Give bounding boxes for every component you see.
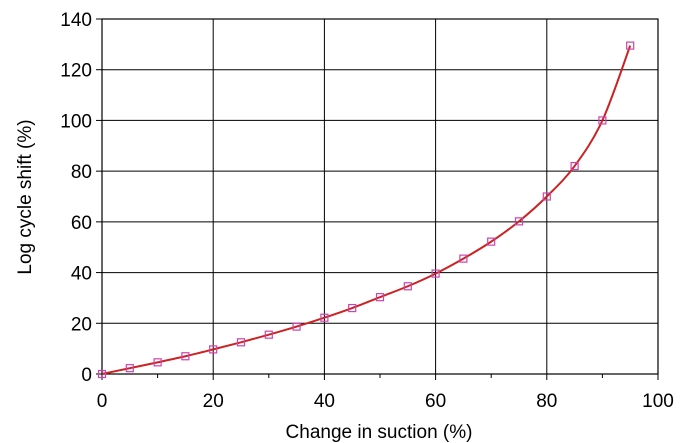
- data-point: [431, 269, 440, 278]
- data-point: [403, 282, 412, 291]
- x-tick-label: 40: [314, 391, 335, 412]
- y-tick-labels: 0 20 40 60 80 100 120 140: [60, 10, 92, 386]
- x-tick-label: 80: [536, 391, 557, 412]
- data-point: [348, 303, 357, 313]
- series-line: [101, 45, 632, 375]
- y-tick-label: 40: [71, 264, 92, 285]
- y-tick-label: 60: [71, 213, 92, 234]
- plot-frame: [101, 18, 659, 375]
- data-point: [125, 364, 134, 373]
- data-point: [236, 338, 246, 347]
- y-axis-title: Log cycle shift (%): [15, 119, 36, 274]
- y-tick-label: 80: [71, 162, 92, 183]
- y-tick-label: 140: [60, 10, 92, 31]
- y-tick-label: 100: [60, 111, 92, 132]
- data-point: [570, 161, 579, 171]
- x-axis-title: Change in suction (%): [286, 422, 473, 443]
- data-point: [487, 237, 496, 246]
- data-point: [542, 192, 551, 201]
- y-tick-label: 120: [60, 61, 92, 82]
- plot-border: [101, 18, 659, 375]
- series-points-group: [97, 41, 635, 379]
- grid: [96, 18, 659, 380]
- data-point: [264, 330, 273, 339]
- data-point: [320, 313, 329, 322]
- x-tick-label: 60: [425, 391, 446, 412]
- data-point: [153, 358, 162, 367]
- x-tick-labels: 0 20 40 60 80 100: [97, 391, 674, 412]
- y-tick-label: 0: [81, 365, 92, 386]
- data-point: [292, 322, 301, 331]
- x-tick-label: 20: [203, 391, 224, 412]
- data-point: [459, 254, 468, 263]
- series-line-group: [101, 45, 632, 375]
- data-point: [209, 345, 218, 354]
- data-point: [514, 217, 524, 226]
- x-tick-label: 100: [642, 391, 674, 412]
- x-tick-label: 0: [97, 391, 108, 412]
- data-point: [598, 116, 607, 125]
- data-point: [181, 352, 190, 361]
- data-point: [375, 293, 385, 302]
- data-point: [97, 369, 107, 379]
- data-point: [626, 41, 635, 50]
- y-tick-label: 20: [71, 314, 92, 335]
